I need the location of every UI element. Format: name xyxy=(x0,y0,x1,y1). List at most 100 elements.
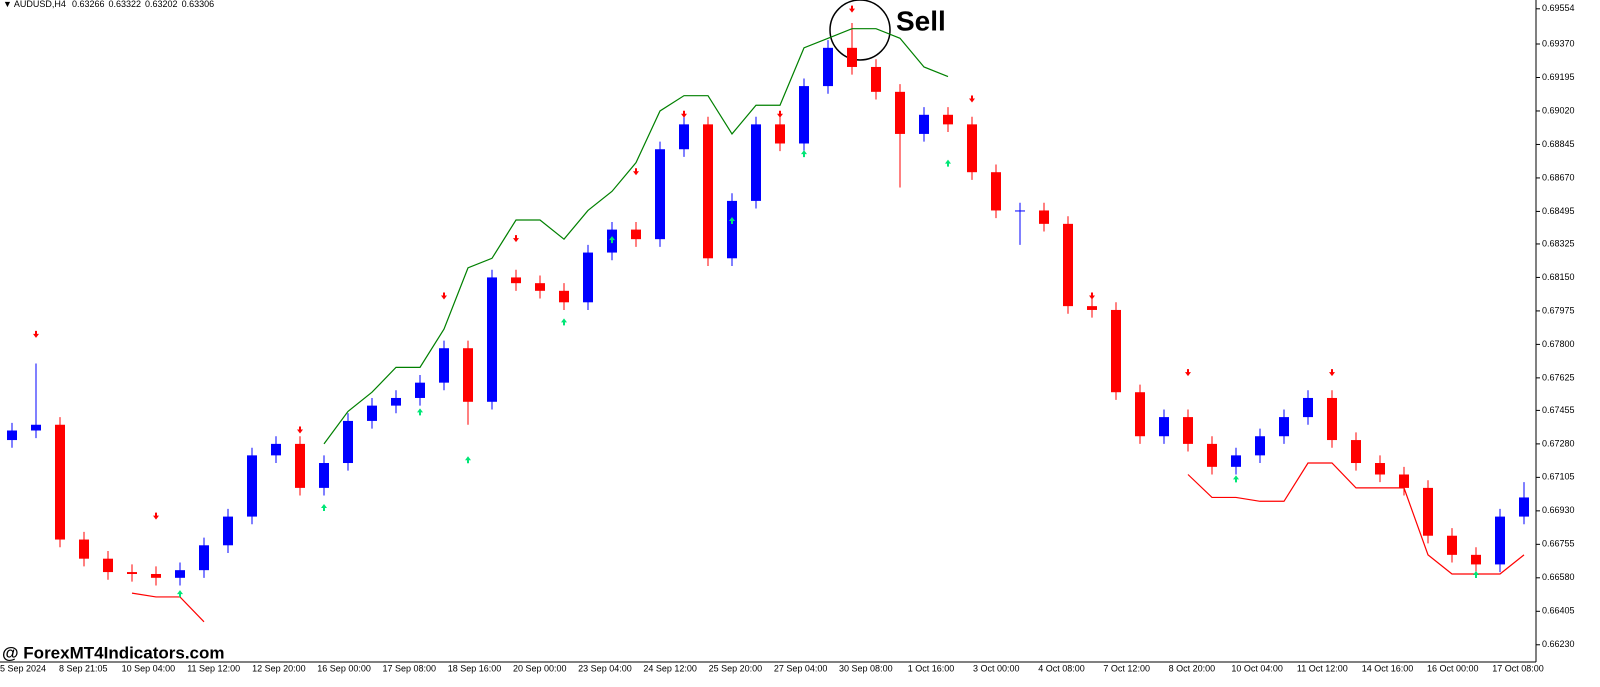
indicator-line xyxy=(131,462,1525,623)
candle-body xyxy=(631,229,641,240)
y-tick-label: 0.66580 xyxy=(1542,572,1575,582)
candle-body xyxy=(1303,397,1313,418)
sell-arrow xyxy=(777,110,783,118)
sell-arrow xyxy=(513,235,519,243)
y-tick-label: 0.68325 xyxy=(1542,238,1575,248)
x-tick-label: 17 Oct 08:00 xyxy=(1492,663,1544,673)
candle-body xyxy=(1087,306,1097,310)
x-tick-label: 12 Sep 20:00 xyxy=(252,663,306,673)
x-tick-label: 10 Oct 04:00 xyxy=(1231,663,1283,673)
y-tick-label: 0.68845 xyxy=(1542,139,1575,149)
candle-body xyxy=(7,430,17,441)
watermark: @ ForexMT4Indicators.com xyxy=(2,643,225,662)
candle-body xyxy=(943,114,953,125)
sell-arrow xyxy=(1089,292,1095,300)
candle-body xyxy=(655,149,665,240)
x-tick-label: 27 Sep 04:00 xyxy=(774,663,828,673)
candle-body xyxy=(1183,417,1193,444)
x-tick-label: 11 Oct 12:00 xyxy=(1297,663,1348,673)
y-tick-label: 0.68495 xyxy=(1542,206,1575,216)
candle-body xyxy=(751,124,761,201)
y-tick-label: 0.67625 xyxy=(1542,372,1575,382)
y-tick-label: 0.69195 xyxy=(1542,72,1575,82)
y-tick-label: 0.68670 xyxy=(1542,172,1575,182)
x-tick-label: 16 Sep 00:00 xyxy=(317,663,371,673)
x-tick-label: 4 Oct 08:00 xyxy=(1038,663,1085,673)
buy-arrow xyxy=(1233,475,1239,483)
candle-body xyxy=(1519,497,1529,517)
buy-arrow xyxy=(729,217,735,225)
candle-body xyxy=(511,277,521,284)
x-tick-label: 17 Sep 08:00 xyxy=(383,663,437,673)
candle-body xyxy=(1351,440,1361,464)
candle-body xyxy=(1015,210,1025,212)
buy-arrow xyxy=(465,456,471,464)
annotation: Sell xyxy=(896,5,946,36)
candle-body xyxy=(1327,397,1337,441)
x-tick-label: 8 Oct 20:00 xyxy=(1169,663,1216,673)
candle-body xyxy=(1471,554,1481,565)
candle-body xyxy=(991,172,1001,211)
sell-arrow xyxy=(153,512,159,520)
candle-body xyxy=(271,443,281,456)
x-tick-label: 24 Sep 12:00 xyxy=(643,663,697,673)
symbol: ▼ xyxy=(3,0,14,9)
candle-body xyxy=(103,558,113,573)
candle-body xyxy=(679,124,689,150)
candle-body xyxy=(1039,210,1049,224)
candle-body xyxy=(487,277,497,402)
x-tick-label: 18 Sep 16:00 xyxy=(448,663,502,673)
x-tick-label: 25 Sep 20:00 xyxy=(709,663,763,673)
candle-body xyxy=(583,252,593,303)
highlight-circle xyxy=(829,0,891,61)
buy-arrow xyxy=(321,504,327,512)
buy-arrow xyxy=(417,408,423,416)
candle-body xyxy=(1231,455,1241,467)
candle-body xyxy=(247,455,257,517)
candle-body xyxy=(1255,436,1265,456)
candle-body xyxy=(967,124,977,173)
candle-body xyxy=(1111,309,1121,393)
candle-body xyxy=(127,572,137,574)
sell-arrow xyxy=(633,168,639,176)
sell-arrow xyxy=(441,292,447,300)
x-tick-label: 16 Oct 00:00 xyxy=(1427,663,1479,673)
candle-body xyxy=(1423,487,1433,536)
ohlc: 0.63306 xyxy=(182,0,215,9)
y-tick-label: 0.66930 xyxy=(1542,505,1575,515)
candle-body xyxy=(55,424,65,540)
candle-body xyxy=(295,443,305,488)
sell-arrow xyxy=(849,5,855,13)
buy-arrow xyxy=(945,159,951,167)
sell-arrow xyxy=(297,426,303,434)
candle-body xyxy=(223,516,233,546)
ohlc: 0.63266 xyxy=(72,0,105,9)
symbol: AUDUSD,H4 xyxy=(14,0,66,9)
x-tick-label: 10 Sep 04:00 xyxy=(122,663,176,673)
ohlc: 0.63322 xyxy=(108,0,141,9)
candle-body xyxy=(1063,223,1073,307)
header: ▼ AUDUSD,H4 0.63266 0.63322 0.63202 0.63306 xyxy=(3,0,214,9)
sell-arrow xyxy=(969,95,975,103)
candle-body xyxy=(1495,516,1505,565)
x-tick-label: 11 Sep 12:00 xyxy=(187,663,240,673)
y-tick-label: 0.69370 xyxy=(1542,38,1575,48)
indicator-line xyxy=(323,28,949,445)
candle-body xyxy=(439,348,449,383)
candle-body xyxy=(1159,417,1169,437)
x-tick-label: 23 Sep 04:00 xyxy=(578,663,632,673)
candle-body xyxy=(823,47,833,87)
candle-body xyxy=(1207,443,1217,467)
buy-arrow xyxy=(609,236,615,244)
y-tick-label: 0.67800 xyxy=(1542,339,1575,349)
candle-body xyxy=(79,539,89,559)
y-tick-label: 0.67455 xyxy=(1542,405,1575,415)
x-tick-label: 30 Sep 08:00 xyxy=(839,663,893,673)
x-tick-label: 8 Sep 21:05 xyxy=(59,663,108,673)
candle-body xyxy=(871,66,881,92)
candle-body xyxy=(799,86,809,144)
candle-body xyxy=(175,570,185,578)
y-tick-label: 0.66230 xyxy=(1542,639,1575,649)
y-tick-label: 0.69554 xyxy=(1542,3,1575,13)
